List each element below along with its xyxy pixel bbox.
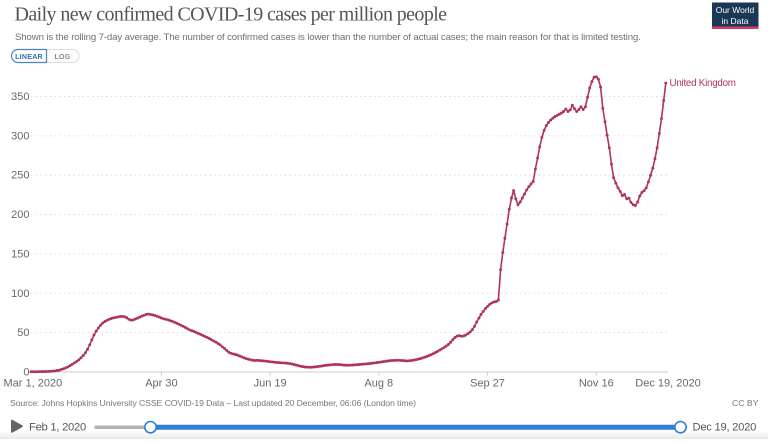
svg-text:Nov 16: Nov 16	[579, 378, 614, 390]
svg-text:Our World: Our World	[716, 5, 755, 15]
svg-text:Jun 19: Jun 19	[254, 378, 287, 390]
svg-text:Aug 8: Aug 8	[364, 378, 393, 390]
svg-text:150: 150	[11, 248, 29, 260]
svg-text:Feb 1, 2020: Feb 1, 2020	[29, 422, 86, 434]
svg-text:United Kingdom: United Kingdom	[670, 78, 736, 89]
svg-text:Dec 19, 2020: Dec 19, 2020	[693, 422, 757, 434]
svg-text:Mar 1, 2020: Mar 1, 2020	[4, 378, 63, 390]
svg-text:Shown is the rolling 7-day ave: Shown is the rolling 7-day average. The …	[15, 32, 641, 43]
svg-text:Apr 30: Apr 30	[145, 378, 177, 390]
svg-text:50: 50	[17, 327, 29, 339]
svg-text:300: 300	[11, 130, 29, 142]
svg-text:200: 200	[11, 209, 29, 221]
svg-text:0: 0	[23, 367, 29, 379]
svg-text:Sep 27: Sep 27	[470, 378, 505, 390]
svg-text:350: 350	[11, 91, 29, 103]
svg-text:250: 250	[11, 170, 29, 182]
svg-text:Source: Johns Hopkins Universi: Source: Johns Hopkins University CSSE CO…	[10, 398, 416, 408]
svg-text:in Data: in Data	[722, 16, 749, 26]
svg-text:LOG: LOG	[54, 54, 70, 61]
svg-text:CC BY: CC BY	[732, 398, 759, 408]
svg-text:LINEAR: LINEAR	[15, 54, 43, 61]
svg-text:Daily new confirmed COVID-19 c: Daily new confirmed COVID-19 cases per m…	[15, 4, 448, 26]
svg-text:Dec 19, 2020: Dec 19, 2020	[635, 378, 700, 390]
svg-text:100: 100	[11, 288, 29, 300]
